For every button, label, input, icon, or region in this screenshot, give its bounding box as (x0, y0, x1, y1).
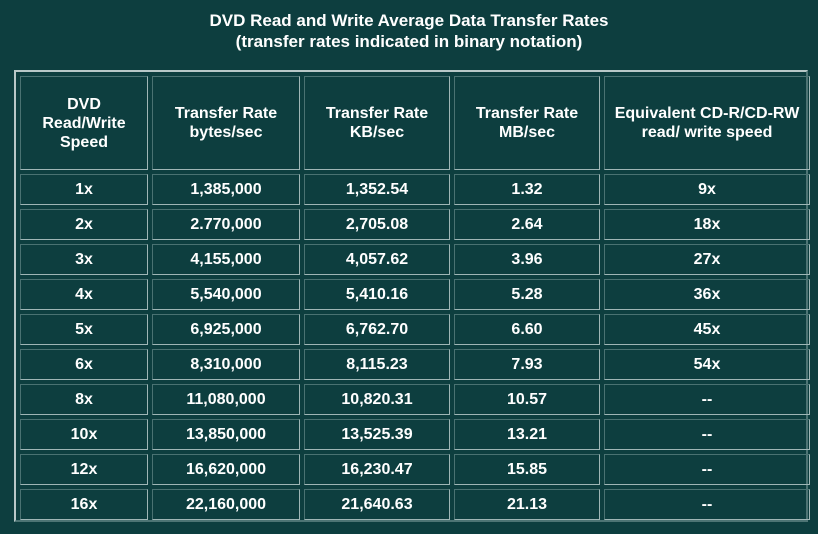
speed-cell: 6x (20, 349, 148, 380)
table-row: 6x 8,310,000 8,115.23 7.93 54x (20, 349, 810, 380)
bytes-cell: 6,925,000 (152, 314, 300, 345)
cd-equivalent-cell: -- (604, 384, 810, 415)
transfer-rate-table: DVD Read/Write Speed Transfer Rate bytes… (16, 72, 814, 524)
speed-cell: 12x (20, 454, 148, 485)
kb-cell: 16,230.47 (304, 454, 450, 485)
kb-cell: 1,352.54 (304, 174, 450, 205)
table-title: DVD Read and Write Average Data Transfer… (209, 11, 609, 30)
cd-equivalent-cell: 18x (604, 209, 810, 240)
mb-cell: 10.57 (454, 384, 600, 415)
bytes-cell: 1,385,000 (152, 174, 300, 205)
mb-cell: 5.28 (454, 279, 600, 310)
mb-cell: 7.93 (454, 349, 600, 380)
table-row: 2x 2.770,000 2,705.08 2.64 18x (20, 209, 810, 240)
kb-cell: 5,410.16 (304, 279, 450, 310)
kb-cell: 2,705.08 (304, 209, 450, 240)
speed-cell: 2x (20, 209, 148, 240)
cd-equivalent-cell: 45x (604, 314, 810, 345)
table-row: 4x 5,540,000 5,410.16 5.28 36x (20, 279, 810, 310)
kb-cell: 6,762.70 (304, 314, 450, 345)
table-row: 10x 13,850,000 13,525.39 13.21 -- (20, 419, 810, 450)
cd-equivalent-cell: 54x (604, 349, 810, 380)
bytes-cell: 11,080,000 (152, 384, 300, 415)
speed-cell: 3x (20, 244, 148, 275)
speed-cell: 16x (20, 489, 148, 520)
kb-cell: 4,057.62 (304, 244, 450, 275)
cd-equivalent-cell: 9x (604, 174, 810, 205)
header-row: DVD Read/Write Speed Transfer Rate bytes… (20, 76, 810, 170)
mb-cell: 13.21 (454, 419, 600, 450)
bytes-cell: 2.770,000 (152, 209, 300, 240)
bytes-cell: 16,620,000 (152, 454, 300, 485)
table-title-block: DVD Read and Write Average Data Transfer… (0, 10, 818, 52)
column-header-kb: Transfer Rate KB/sec (304, 76, 450, 170)
kb-cell: 13,525.39 (304, 419, 450, 450)
bytes-cell: 22,160,000 (152, 489, 300, 520)
speed-cell: 4x (20, 279, 148, 310)
bytes-cell: 4,155,000 (152, 244, 300, 275)
kb-cell: 10,820.31 (304, 384, 450, 415)
table-row: 1x 1,385,000 1,352.54 1.32 9x (20, 174, 810, 205)
mb-cell: 2.64 (454, 209, 600, 240)
bytes-cell: 8,310,000 (152, 349, 300, 380)
cd-equivalent-cell: 36x (604, 279, 810, 310)
bytes-cell: 5,540,000 (152, 279, 300, 310)
cd-equivalent-cell: -- (604, 489, 810, 520)
table-row: 12x 16,620,000 16,230.47 15.85 -- (20, 454, 810, 485)
mb-cell: 21.13 (454, 489, 600, 520)
cd-equivalent-cell: 27x (604, 244, 810, 275)
table-row: 16x 22,160,000 21,640.63 21.13 -- (20, 489, 810, 520)
cd-equivalent-cell: -- (604, 419, 810, 450)
kb-cell: 21,640.63 (304, 489, 450, 520)
bytes-cell: 13,850,000 (152, 419, 300, 450)
transfer-rate-table-frame: DVD Read/Write Speed Transfer Rate bytes… (14, 70, 810, 522)
speed-cell: 10x (20, 419, 148, 450)
speed-cell: 1x (20, 174, 148, 205)
mb-cell: 6.60 (454, 314, 600, 345)
cd-equivalent-cell: -- (604, 454, 810, 485)
table-body: 1x 1,385,000 1,352.54 1.32 9x 2x 2.770,000 2,70… (20, 174, 810, 520)
mb-cell: 1.32 (454, 174, 600, 205)
speed-cell: 5x (20, 314, 148, 345)
table-row: 8x 11,080,000 10,820.31 10.57 -- (20, 384, 810, 415)
table-row: 5x 6,925,000 6,762.70 6.60 45x (20, 314, 810, 345)
table-row: 3x 4,155,000 4,057.62 3.96 27x (20, 244, 810, 275)
table-subtitle: (transfer rates indicated in binary nota… (235, 32, 583, 51)
mb-cell: 3.96 (454, 244, 600, 275)
column-header-mb: Transfer Rate MB/sec (454, 76, 600, 170)
column-header-speed: DVD Read/Write Speed (20, 76, 148, 170)
column-header-bytes: Transfer Rate bytes/sec (152, 76, 300, 170)
kb-cell: 8,115.23 (304, 349, 450, 380)
mb-cell: 15.85 (454, 454, 600, 485)
column-header-cd-equivalent: Equivalent CD-R/CD-RW read/ write speed (604, 76, 810, 170)
speed-cell: 8x (20, 384, 148, 415)
